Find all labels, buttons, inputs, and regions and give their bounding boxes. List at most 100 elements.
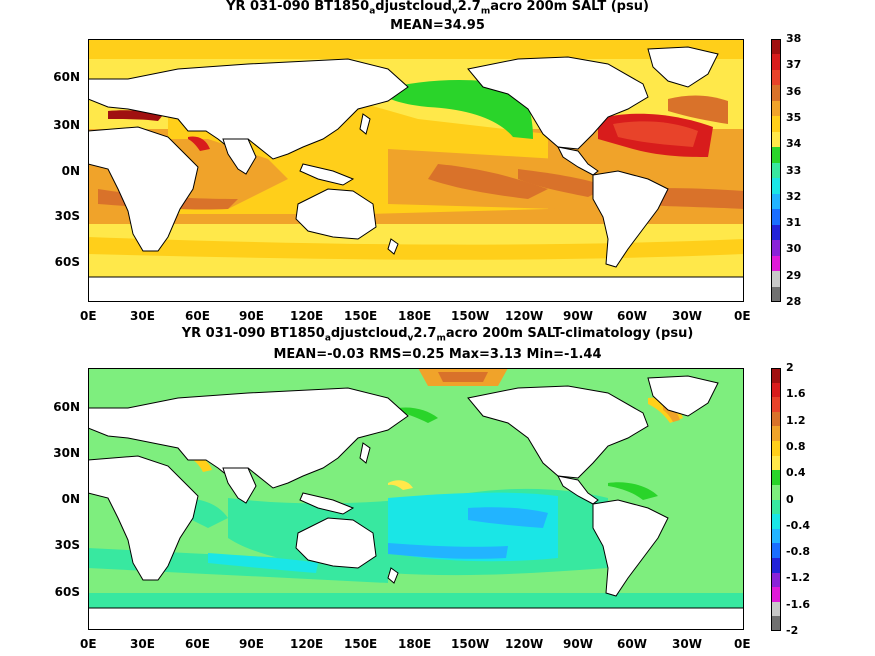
lon-label: 120E: [290, 309, 324, 323]
lon-label: 30E: [130, 309, 155, 323]
lat-label-30n: 30N: [53, 446, 80, 460]
colorbar-tick-label: 0: [786, 492, 794, 506]
colorbar-tick-label: 0.8: [786, 439, 806, 453]
colorbar-swatch: [771, 470, 781, 486]
colorbar-swatch: [771, 426, 781, 442]
colorbar-tick-label: 32: [786, 189, 802, 203]
colorbar-tick-label: 2: [786, 361, 794, 374]
colorbar-tick-label: 1.6: [786, 387, 806, 401]
lon-label: 30W: [672, 309, 702, 323]
colorbar-swatch: [771, 255, 781, 272]
colorbar-swatch: [771, 484, 781, 500]
colorbar-swatch: [771, 543, 781, 559]
colorbar-tick-label: 34: [786, 137, 802, 151]
colorbar-swatch: [771, 286, 781, 303]
colorbar-swatch: [771, 397, 781, 413]
colorbar-swatch: [771, 499, 781, 515]
colorbar-swatch: [771, 162, 781, 179]
lon-label: 150E: [344, 637, 378, 651]
colorbar-swatch: [771, 368, 781, 384]
colorbar-swatch: [771, 240, 781, 257]
salinity-map-panel: [88, 39, 744, 302]
colorbar-tick-label: 36: [786, 84, 802, 98]
colorbar-swatch: [771, 271, 781, 288]
colorbar-tick-label: 28: [786, 295, 802, 308]
lat-label-0n: 0N: [61, 492, 80, 506]
colorbar-swatch: [771, 587, 781, 603]
colorbar-tick-label: 38: [786, 32, 802, 45]
lon-label: 150W: [451, 637, 490, 651]
colorbar-tick-label: -2: [786, 624, 799, 637]
colorbar-swatch: [771, 116, 781, 133]
lat-label-0n: 0N: [61, 164, 80, 178]
lon-label: 60W: [617, 309, 647, 323]
salinity-anomaly-map: [88, 368, 744, 630]
lon-label: 90E: [239, 637, 264, 651]
salinity-map: [88, 39, 744, 302]
colorbar-swatch: [771, 209, 781, 226]
salinity-anomaly-map-panel: [88, 368, 744, 630]
lon-label: 60E: [185, 309, 210, 323]
colorbar-swatch: [771, 557, 781, 574]
colorbar-swatch: [771, 69, 781, 86]
lon-label: 0E: [80, 637, 97, 651]
colorbar-tick-label: 0.4: [786, 466, 806, 480]
colorbar-swatch: [771, 131, 781, 148]
colorbar-tick-label: 31: [786, 216, 802, 230]
lon-label: 30W: [672, 637, 702, 651]
lat-label-60n: 60N: [53, 70, 80, 84]
lon-label: 180E: [398, 637, 432, 651]
colorbar-tick-label: -0.4: [786, 518, 811, 532]
colorbar-swatch: [771, 601, 781, 617]
colorbar-swatch: [771, 39, 781, 55]
lon-label: 120W: [505, 309, 544, 323]
lat-label-30s: 30S: [54, 209, 80, 223]
colorbar-tick-label: 33: [786, 163, 802, 177]
lon-label: 30E: [130, 637, 155, 651]
colorbar-swatch: [771, 572, 781, 588]
lon-label: 60W: [617, 637, 647, 651]
colorbar-tick-label: 30: [786, 242, 802, 256]
colorbar-swatch: [771, 441, 781, 457]
lon-label: 150W: [451, 309, 490, 323]
colorbar-tick-label: 37: [786, 58, 802, 72]
map-subtitle-2: MEAN=-0.03 RMS=0.25 Max=3.13 Min=-1.44: [273, 347, 602, 362]
colorbar-swatch: [771, 616, 781, 632]
colorbar-2: [771, 368, 781, 632]
lon-label: 150E: [344, 309, 378, 323]
map-subtitle-1: MEAN=34.95: [390, 18, 485, 33]
lon-label: 0E: [734, 309, 751, 323]
colorbar-tick-label: 1.2: [786, 413, 806, 427]
lon-label: 90E: [239, 309, 264, 323]
colorbar-swatch: [771, 85, 781, 102]
lon-label: 90W: [563, 637, 593, 651]
lat-label-60s: 60S: [54, 585, 80, 599]
lat-label-60s: 60S: [54, 255, 80, 269]
lat-label-30n: 30N: [53, 118, 80, 132]
lat-label-60n: 60N: [53, 400, 80, 414]
colorbar-swatch: [771, 178, 781, 195]
lon-label: 90W: [563, 309, 593, 323]
colorbar-swatch: [771, 54, 781, 71]
lon-label: 120W: [505, 637, 544, 651]
lon-label: 60E: [185, 637, 210, 651]
colorbar-tick-label: -1.6: [786, 597, 811, 611]
colorbar-swatch: [771, 455, 781, 471]
colorbar-tick-label: 35: [786, 110, 802, 124]
lon-label: 0E: [80, 309, 97, 323]
colorbar-swatch: [771, 100, 781, 117]
colorbar-tick-label: 29: [786, 268, 802, 282]
colorbar-swatch: [771, 528, 781, 544]
lon-label: 120E: [290, 637, 324, 651]
map-title-2: YR 031-090 BT1850adjustcloudv2.7macro 20…: [181, 326, 694, 344]
lon-label: 0E: [734, 637, 751, 651]
colorbar-tick-label: -0.8: [786, 545, 811, 559]
colorbar-swatch: [771, 514, 781, 530]
colorbar-swatch: [771, 382, 781, 398]
colorbar-swatch: [771, 411, 781, 427]
map-title-1: YR 031-090 BT1850adjustcloudv2.7macro 20…: [226, 0, 649, 17]
colorbar-swatch: [771, 193, 781, 210]
colorbar-tick-label: -1.2: [786, 571, 811, 585]
lon-label: 180E: [398, 309, 432, 323]
colorbar-swatch: [771, 147, 781, 164]
